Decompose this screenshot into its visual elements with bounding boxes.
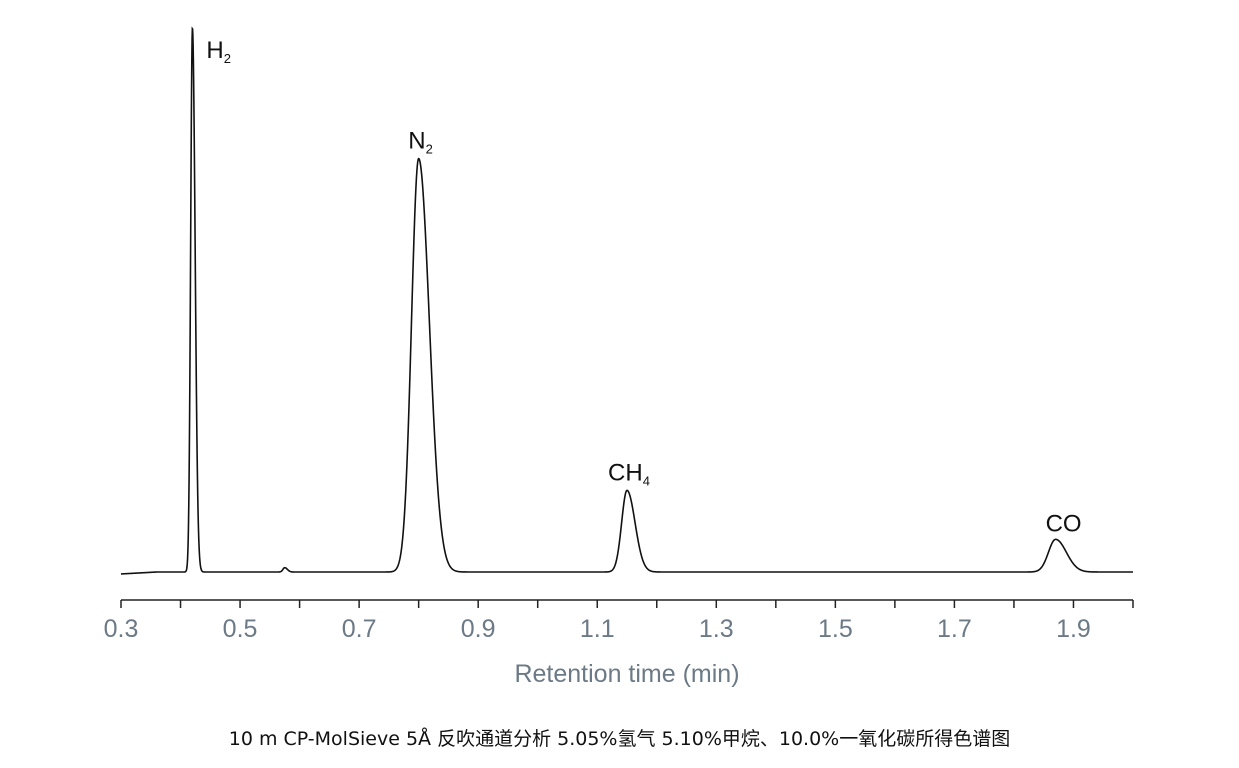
- x-tick-label-7: 1.7: [937, 615, 972, 643]
- chromatogram-trace: [120, 26, 1133, 575]
- x-tick-label-1: 0.5: [223, 615, 258, 643]
- x-tick-label-0: 0.3: [104, 615, 139, 643]
- x-tick-label-3: 0.9: [461, 615, 496, 643]
- x-tick-label-6: 1.5: [818, 615, 853, 643]
- x-tick-label-5: 1.3: [699, 615, 734, 643]
- x-tick-label-4: 1.1: [580, 615, 615, 643]
- peak-label-1: N2: [408, 128, 433, 157]
- x-axis-ticks: 0.3 0.5 0.7 0.9 1.1 1.3 1.5 1.7 1.9: [104, 600, 1134, 643]
- figure-caption: 10 m CP-MolSieve 5Å 反吹通道分析 5.05%氢气 5.10%…: [228, 728, 1011, 750]
- peak-label-0: H2: [206, 37, 231, 66]
- x-axis-title: Retention time (min): [514, 660, 739, 688]
- chromatogram-chart: H2 N2 CH4 CO 0.3 0.5 0.7 0.9 1.1 1.3 1.5 1.7 1.9 Re…: [104, 26, 1134, 688]
- x-tick-label-8: 1.9: [1056, 615, 1091, 643]
- peak-label-3: CO: [1046, 510, 1082, 537]
- plot-area: H2 N2 CH4 CO: [120, 26, 1133, 575]
- x-tick-label-2: 0.7: [342, 615, 377, 643]
- peak-label-2: CH4: [608, 459, 650, 488]
